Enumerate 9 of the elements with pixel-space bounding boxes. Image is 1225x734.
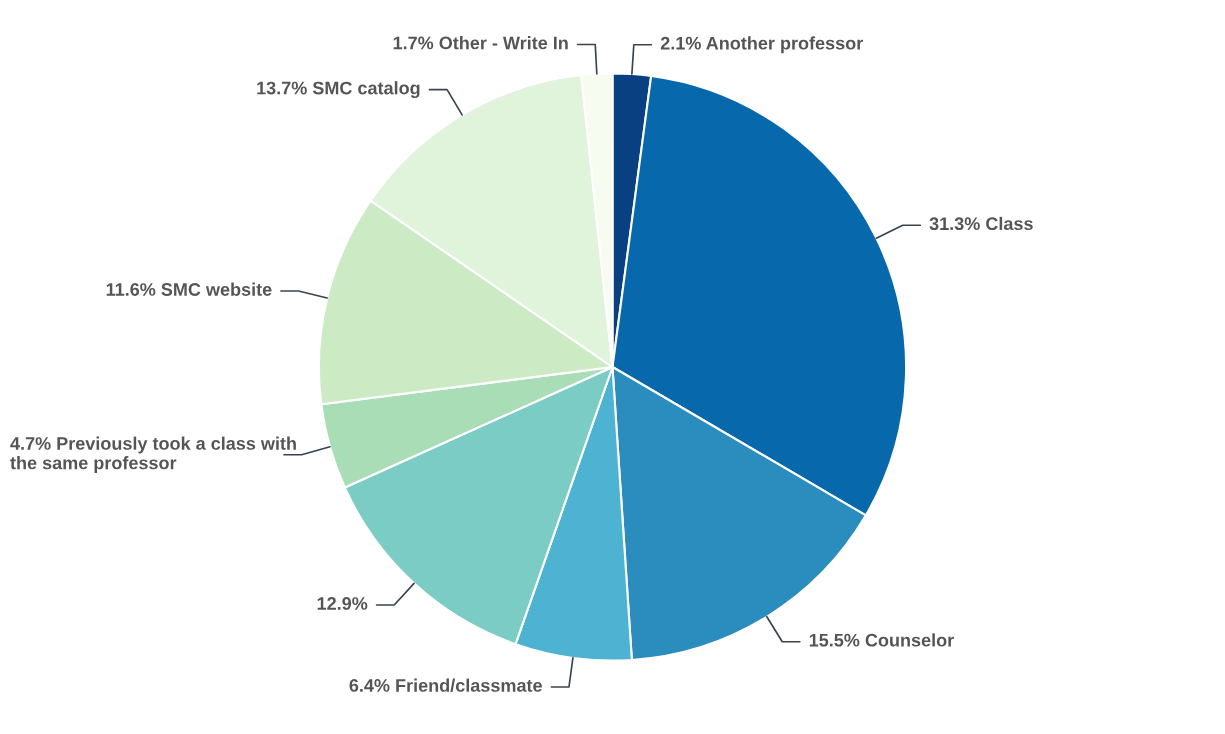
slice-label: 31.3% Class xyxy=(929,216,1033,231)
slice-label: 2.1% Another professor xyxy=(660,36,863,54)
slice-label: 11.6% SMC website xyxy=(106,282,272,296)
slice-label: 15.5% Counselor xyxy=(809,633,954,647)
slice-label: 6.4% Friend/classmate xyxy=(349,678,542,693)
slice-label: 4.7% Previously took a class with the same professor xyxy=(10,436,296,473)
slice-label: 1.7% Other - Write In xyxy=(393,36,568,50)
slice-label: 13.7% SMC catalog xyxy=(257,81,420,99)
data-label: 12.9% xyxy=(317,597,368,610)
